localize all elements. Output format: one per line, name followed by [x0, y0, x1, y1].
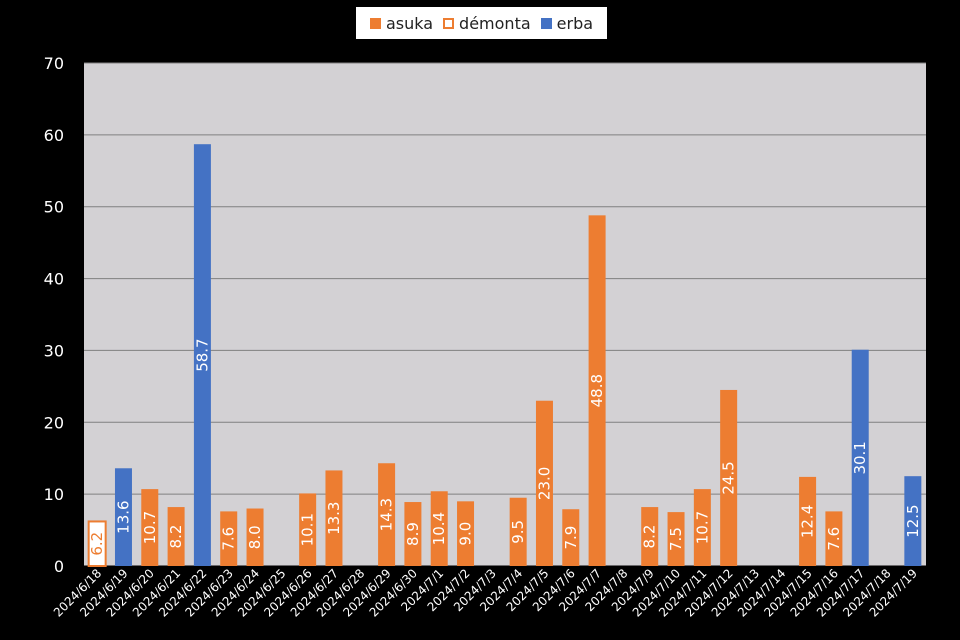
bar-value-label: 10.7 — [693, 511, 711, 544]
bar[interactable] — [457, 501, 475, 566]
bar-value-label: 12.5 — [904, 504, 922, 537]
bar-value-label: 7.5 — [667, 527, 685, 551]
bar[interactable] — [693, 489, 711, 566]
legend-item-erba[interactable]: erba — [540, 13, 594, 33]
bar-value-label: 9.5 — [509, 520, 527, 544]
y-tick-label: 70 — [44, 54, 64, 73]
bar-value-label: 8.2 — [641, 525, 659, 549]
y-tick-label: 20 — [44, 413, 64, 432]
plot-area — [84, 63, 926, 566]
legend-item-asuka[interactable]: asuka — [369, 13, 434, 33]
bar[interactable] — [904, 476, 922, 566]
bar[interactable] — [141, 489, 159, 566]
bar[interactable] — [535, 400, 553, 566]
bar-value-label: 7.9 — [562, 526, 580, 550]
bar[interactable] — [667, 512, 685, 566]
bar-value-label: 6.2 — [88, 532, 106, 556]
bar-value-label: 10.1 — [299, 513, 317, 546]
y-tick-label: 30 — [44, 341, 64, 360]
legend-swatch-asuka — [369, 17, 381, 29]
bar[interactable] — [193, 144, 211, 566]
bar[interactable] — [404, 502, 422, 566]
bar-value-label: 58.7 — [193, 338, 211, 371]
bar-value-label: 48.8 — [588, 374, 606, 407]
bar[interactable] — [114, 468, 132, 566]
bar[interactable] — [825, 511, 843, 566]
gridlines — [84, 62, 926, 567]
legend-swatch-demonta — [443, 17, 455, 29]
bar-value-label: 7.6 — [825, 527, 843, 551]
bar-value-label: 24.5 — [720, 461, 738, 494]
bar-value-label: 13.3 — [325, 502, 343, 535]
legend-label-erba: erba — [556, 13, 594, 33]
y-tick-label: 50 — [44, 198, 64, 217]
y-tick-label: 60 — [44, 126, 64, 145]
legend: asuka démonta erba — [356, 7, 607, 39]
bar[interactable] — [87, 520, 107, 567]
bar[interactable] — [167, 507, 185, 566]
bar[interactable] — [325, 470, 343, 566]
legend-label-asuka: asuka — [385, 13, 434, 33]
bar-value-label: 10.7 — [141, 511, 159, 544]
bar-value-label: 8.9 — [404, 522, 422, 546]
legend-swatch-erba — [540, 17, 552, 29]
bar[interactable] — [378, 463, 396, 566]
bar[interactable] — [509, 497, 527, 566]
y-axis-ticks: 0 10 20 30 40 50 60 70 — [44, 54, 64, 576]
y-tick-label: 40 — [44, 270, 64, 289]
bar-value-label: 12.4 — [799, 505, 817, 538]
bar[interactable] — [799, 476, 817, 566]
bar-value-label: 9.0 — [457, 522, 475, 546]
bar[interactable] — [851, 349, 869, 566]
bar[interactable] — [430, 491, 448, 566]
legend-item-demonta[interactable]: démonta — [443, 14, 531, 33]
bar-value-label: 8.0 — [246, 525, 264, 549]
bars: 6.2 13.6 10.7 8.2 58.7 7.6 8.0 10.1 13.3 14.3 8.9 1… — [87, 144, 922, 567]
bar-value-label: 7.6 — [220, 527, 238, 551]
bar[interactable] — [246, 508, 264, 566]
bar[interactable] — [220, 511, 238, 566]
bar-value-label: 14.3 — [378, 498, 396, 531]
bar-value-label: 10.4 — [430, 512, 448, 545]
y-tick-label: 10 — [44, 485, 64, 504]
legend-label-demonta: démonta — [459, 13, 531, 33]
bar-value-label: 8.2 — [167, 525, 185, 549]
y-tick-label: 0 — [54, 557, 64, 576]
bar-value-label: 13.6 — [114, 500, 132, 533]
bar[interactable] — [641, 507, 659, 566]
bar[interactable] — [588, 215, 606, 566]
bar[interactable] — [720, 389, 738, 566]
bar-value-label: 23.0 — [535, 467, 553, 500]
bar[interactable] — [562, 509, 580, 566]
bar-value-label: 30.1 — [851, 441, 869, 474]
bar[interactable] — [299, 493, 317, 566]
